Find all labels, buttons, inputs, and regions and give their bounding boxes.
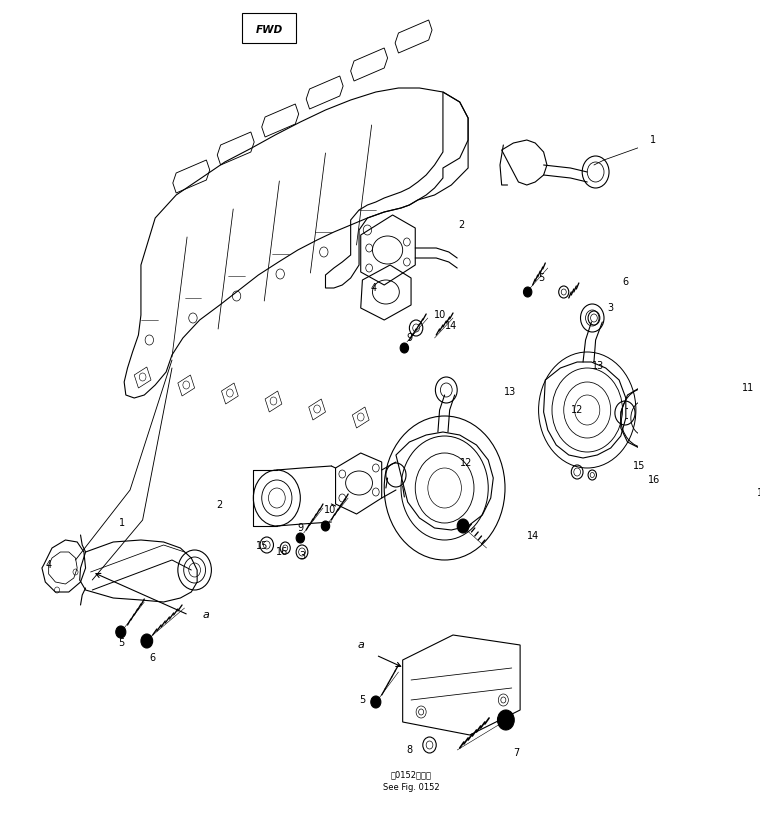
Text: 10: 10 xyxy=(324,505,336,515)
Circle shape xyxy=(498,710,515,730)
Text: 16: 16 xyxy=(276,547,288,557)
Text: 2: 2 xyxy=(217,500,223,510)
Circle shape xyxy=(524,287,532,297)
Text: 12: 12 xyxy=(571,405,584,415)
Text: a: a xyxy=(202,610,209,620)
FancyBboxPatch shape xyxy=(242,13,296,43)
Text: a: a xyxy=(357,640,364,650)
Text: 13: 13 xyxy=(504,387,516,397)
Text: 13: 13 xyxy=(592,361,604,371)
Circle shape xyxy=(296,533,305,543)
Text: 5: 5 xyxy=(119,638,125,648)
Text: 11: 11 xyxy=(743,383,755,393)
Text: FWD: FWD xyxy=(255,25,283,35)
Text: 9: 9 xyxy=(297,523,303,533)
Text: 8: 8 xyxy=(407,745,413,755)
Text: See Fig. 0152: See Fig. 0152 xyxy=(383,783,439,792)
Text: 17: 17 xyxy=(757,488,760,498)
Text: 4: 4 xyxy=(46,560,52,570)
Text: 6: 6 xyxy=(622,277,628,287)
Text: 第0152图参照: 第0152图参照 xyxy=(391,770,432,779)
Text: 12: 12 xyxy=(461,458,473,468)
Text: 15: 15 xyxy=(633,461,645,471)
Text: 3: 3 xyxy=(608,303,614,313)
Text: 16: 16 xyxy=(648,475,660,485)
Text: 5: 5 xyxy=(538,273,544,283)
Circle shape xyxy=(141,634,153,648)
Circle shape xyxy=(458,519,469,533)
Text: 7: 7 xyxy=(513,748,519,758)
Text: 1: 1 xyxy=(119,518,125,528)
Text: 14: 14 xyxy=(445,321,458,331)
Text: 2: 2 xyxy=(458,220,464,230)
Circle shape xyxy=(321,521,330,531)
Text: 10: 10 xyxy=(433,310,445,320)
Text: 3: 3 xyxy=(299,551,305,561)
Text: 6: 6 xyxy=(150,653,156,663)
Text: 1: 1 xyxy=(650,135,656,145)
Text: 14: 14 xyxy=(527,531,540,541)
Text: 9: 9 xyxy=(407,333,413,343)
Circle shape xyxy=(116,626,126,638)
Circle shape xyxy=(371,696,381,708)
Circle shape xyxy=(401,343,409,353)
Text: 5: 5 xyxy=(359,695,366,705)
Text: 4: 4 xyxy=(370,283,376,293)
Text: 15: 15 xyxy=(255,541,268,551)
